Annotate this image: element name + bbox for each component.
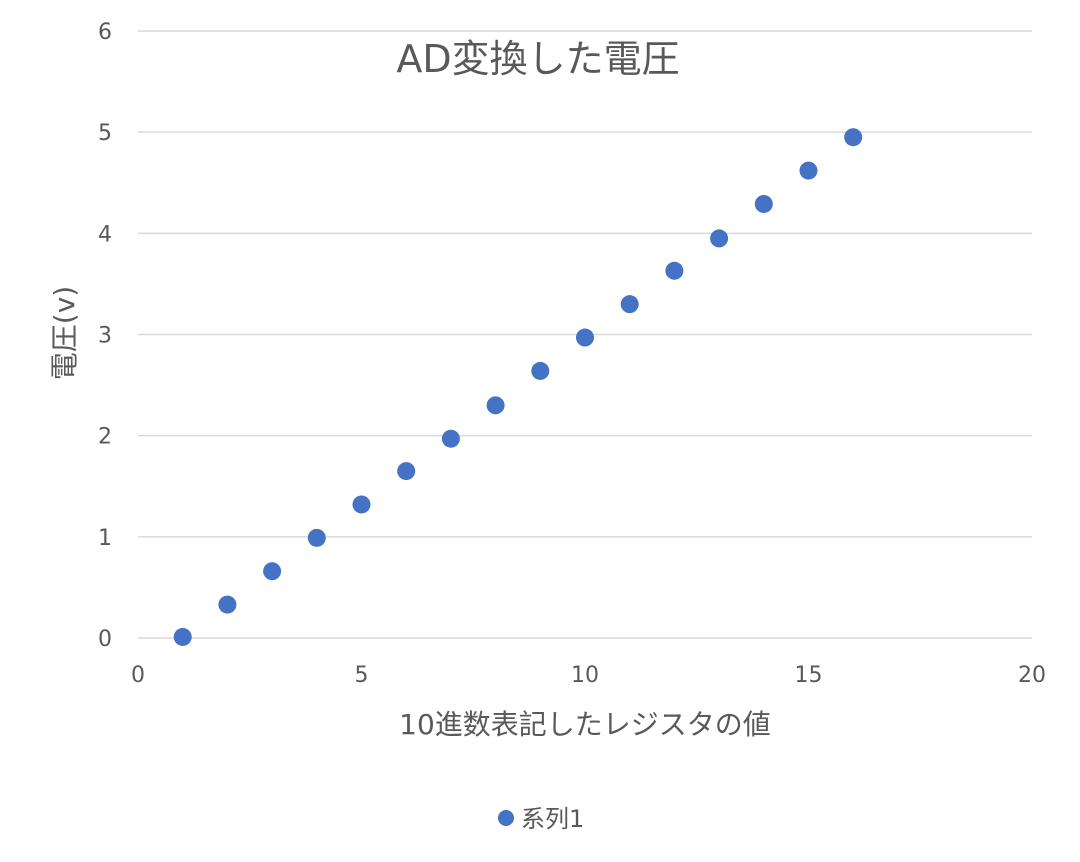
x-axis-ticks: 0 5 10 15 20 [131, 663, 1046, 688]
y-tick-label: 2 [98, 425, 112, 450]
data-point [620, 295, 639, 314]
data-point [665, 261, 684, 280]
y-tick-label: 3 [98, 324, 112, 349]
gridlines [138, 30, 1032, 639]
data-point [531, 361, 550, 380]
chart-title: AD変換した電圧 [396, 37, 679, 81]
y-tick-label: 1 [98, 526, 112, 551]
x-tick-label: 0 [131, 663, 145, 688]
data-point [799, 161, 818, 180]
y-tick-label: 6 [98, 20, 112, 45]
x-tick-label: 5 [355, 663, 369, 688]
legend-label-series-1: 系列1 [521, 805, 584, 833]
data-point [218, 595, 237, 614]
x-tick-label: 10 [571, 663, 599, 688]
legend-marker-series-1 [498, 810, 514, 826]
y-axis-ticks: 0 1 2 3 4 5 6 [98, 20, 112, 652]
data-point [352, 495, 371, 514]
data-point [486, 396, 505, 415]
y-tick-label: 4 [98, 222, 112, 247]
x-tick-label: 20 [1018, 663, 1046, 688]
data-point [844, 128, 863, 147]
y-axis-title: 電圧(v) [48, 286, 81, 380]
data-points [173, 128, 863, 646]
legend: 系列1 [498, 805, 584, 833]
data-point [576, 328, 594, 347]
data-point [173, 627, 192, 646]
y-tick-label: 0 [98, 627, 112, 652]
x-axis-title: 10進数表記したレジスタの値 [399, 708, 771, 741]
y-tick-label: 5 [98, 121, 112, 146]
data-point [263, 562, 282, 581]
data-point [307, 528, 326, 547]
data-point [754, 194, 773, 213]
data-point [710, 229, 729, 248]
x-tick-label: 15 [795, 663, 823, 688]
data-point [397, 462, 416, 481]
data-point [441, 429, 460, 448]
